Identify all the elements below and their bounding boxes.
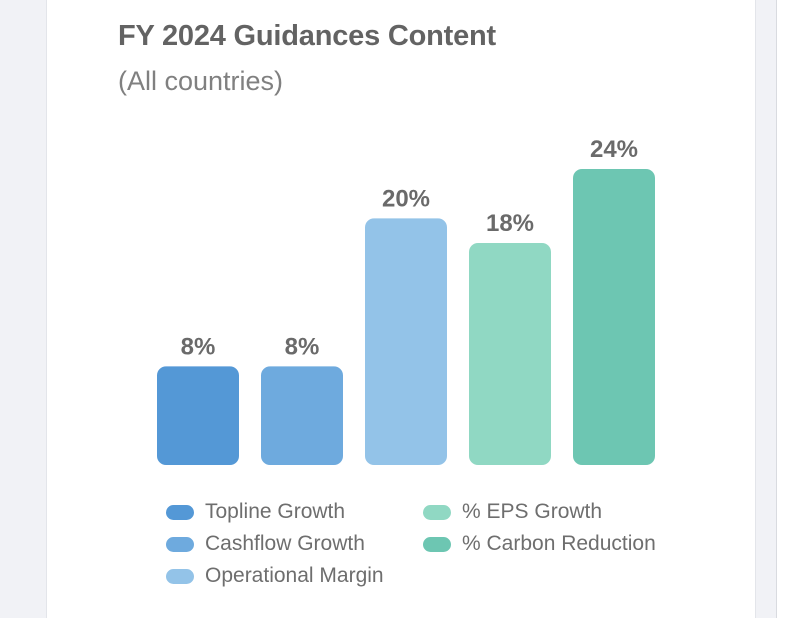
bar-3[interactable] [469,243,551,465]
legend-label: % EPS Growth [462,500,603,523]
legend-item-eps-growth[interactable]: % EPS Growth [423,500,602,524]
legend-label: Topline Growth [205,500,346,523]
legend-swatch [423,536,451,552]
bar-1[interactable] [261,366,343,465]
legend-item-carbon-reduction[interactable]: % Carbon Reduction [423,532,656,556]
legend-swatch [423,504,451,520]
data-label-2: 20% [382,185,430,212]
chart-subtitle: (All countries) [118,66,284,96]
bar-2[interactable] [365,218,447,465]
legend-item-cashflow-growth[interactable]: Cashflow Growth [166,532,365,556]
data-label-4: 24% [590,136,638,163]
legend-swatch [166,568,194,584]
legend-item-operational-margin[interactable]: Operational Margin [166,564,384,588]
data-label-3: 18% [486,210,534,237]
legend-swatch [166,536,194,552]
legend-swatch [166,504,194,520]
data-label-1: 8% [285,333,320,360]
legend-label: Cashflow Growth [205,532,365,555]
legend-label: % Carbon Reduction [462,532,656,555]
chart-title: FY 2024 Guidances Content [118,20,497,52]
data-label-0: 8% [181,333,216,360]
bar-0[interactable] [157,366,239,465]
bar-4[interactable] [573,169,655,465]
legend-label: Operational Margin [205,564,384,587]
adjacent-panel-edge [776,0,792,618]
legend-item-topline-growth[interactable]: Topline Growth [166,500,345,524]
